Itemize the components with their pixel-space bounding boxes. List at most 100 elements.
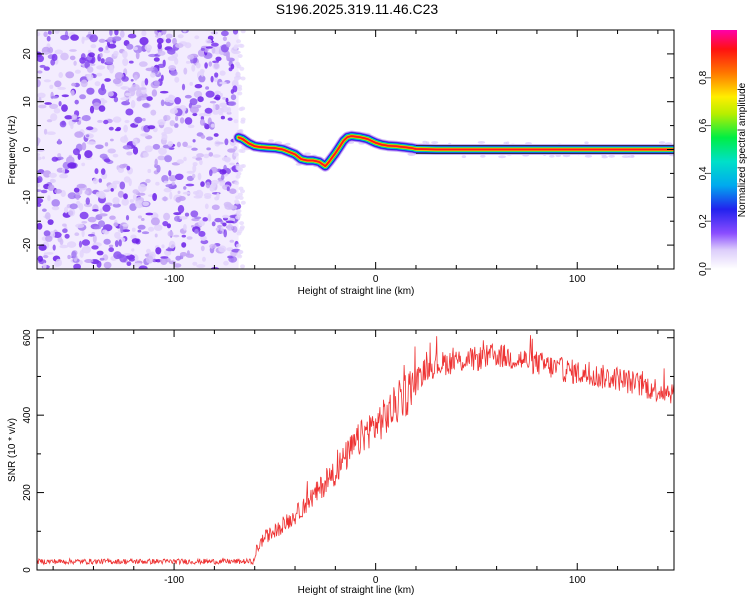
noise-blob xyxy=(219,81,227,85)
noise-blob xyxy=(98,87,107,96)
noise-blob xyxy=(71,251,77,259)
noise-blob xyxy=(66,156,75,165)
y-tick-label: -20 xyxy=(22,237,33,252)
noise-blob xyxy=(139,37,149,46)
noise-blob xyxy=(183,67,188,75)
noise-blob xyxy=(225,97,229,103)
noise-blob xyxy=(204,107,213,114)
noise-blob xyxy=(92,209,99,212)
noise-blob xyxy=(222,36,227,42)
noise-blob xyxy=(174,123,179,128)
noise-blob xyxy=(74,69,81,74)
noise-blob xyxy=(135,51,140,60)
noise-blob xyxy=(156,164,161,173)
noise-blob xyxy=(150,217,160,226)
colorbar: 0.0 0.2 0.4 0.6 0.8 Normalized spectral ampli… xyxy=(698,30,748,276)
noise-blob xyxy=(163,180,169,184)
noise-blob xyxy=(122,223,129,227)
noise-blob xyxy=(87,233,95,237)
noise-blob xyxy=(170,70,178,76)
noise-blob xyxy=(58,72,63,78)
noise-blob xyxy=(237,54,243,58)
noise-blob xyxy=(192,112,198,117)
noise-blob xyxy=(152,143,161,150)
noise-blob xyxy=(68,210,74,216)
noise-blob xyxy=(207,213,212,222)
noise-blob xyxy=(226,111,232,115)
noise-blob xyxy=(219,70,226,76)
noise-blob xyxy=(224,157,231,163)
noise-blob xyxy=(89,34,98,43)
noise-blob xyxy=(235,71,241,78)
noise-blob xyxy=(172,37,177,45)
noise-blob xyxy=(129,199,134,203)
noise-blob xyxy=(37,222,43,230)
noise-blob xyxy=(37,169,45,175)
noise-blob xyxy=(211,204,220,211)
noise-blob xyxy=(102,204,111,212)
noise-blob xyxy=(131,227,136,232)
noise-blob xyxy=(223,229,227,238)
noise-blob xyxy=(181,83,186,91)
noise-blob xyxy=(195,62,201,69)
trace-halo-speckle xyxy=(621,155,630,159)
noise-blob xyxy=(112,78,122,85)
noise-blob xyxy=(120,30,125,38)
noise-blob xyxy=(43,128,48,135)
noise-blob xyxy=(157,119,166,126)
noise-blob xyxy=(130,234,137,240)
noise-blob xyxy=(110,188,114,192)
spectral-trace-line xyxy=(237,135,674,168)
trace-halo-speckle xyxy=(658,141,666,144)
noise-blob xyxy=(222,222,227,227)
noise-blob xyxy=(192,162,198,167)
noise-blob xyxy=(224,138,229,146)
noise-blob xyxy=(62,223,67,227)
noise-blob xyxy=(155,259,162,263)
noise-blob xyxy=(98,213,108,217)
noise-blob xyxy=(48,172,58,178)
noise-blob xyxy=(189,106,199,114)
noise-blob xyxy=(165,248,175,252)
noise-blob xyxy=(185,183,195,187)
noise-blob xyxy=(70,89,75,97)
noise-blob xyxy=(109,30,113,36)
noise-blob xyxy=(86,134,90,138)
noise-blob xyxy=(229,188,237,194)
noise-blob xyxy=(104,78,111,82)
noise-blob xyxy=(162,221,169,227)
noise-blob xyxy=(47,30,52,35)
noise-blob xyxy=(78,240,83,248)
noise-blob xyxy=(70,123,74,130)
noise-blob xyxy=(142,103,150,108)
y-tick-label: 400 xyxy=(22,406,33,423)
noise-blob xyxy=(200,181,205,187)
noise-blob xyxy=(133,46,138,51)
noise-blob xyxy=(181,242,187,248)
noise-blob xyxy=(163,212,171,221)
noise-blob xyxy=(45,212,51,220)
noise-blob xyxy=(84,259,94,263)
noise-blob xyxy=(49,178,57,183)
noise-blob xyxy=(150,72,156,78)
noise-blob xyxy=(185,60,191,64)
noise-blob xyxy=(53,108,61,114)
noise-blob xyxy=(161,133,168,141)
y-tick-label: 600 xyxy=(22,329,33,346)
noise-blob xyxy=(233,44,239,49)
noise-blob xyxy=(79,203,84,211)
noise-blob xyxy=(160,256,169,259)
noise-blob xyxy=(51,199,60,207)
noise-blob xyxy=(169,120,175,127)
noise-blob xyxy=(61,94,69,98)
noise-blob xyxy=(227,255,234,259)
noise-blob xyxy=(141,30,147,37)
noise-blob xyxy=(178,196,186,201)
noise-blob xyxy=(174,76,180,83)
noise-blob xyxy=(212,103,216,112)
noise-blob xyxy=(133,74,138,81)
noise-blob xyxy=(69,203,78,210)
noise-blob xyxy=(138,265,148,269)
noise-blob xyxy=(200,245,205,252)
